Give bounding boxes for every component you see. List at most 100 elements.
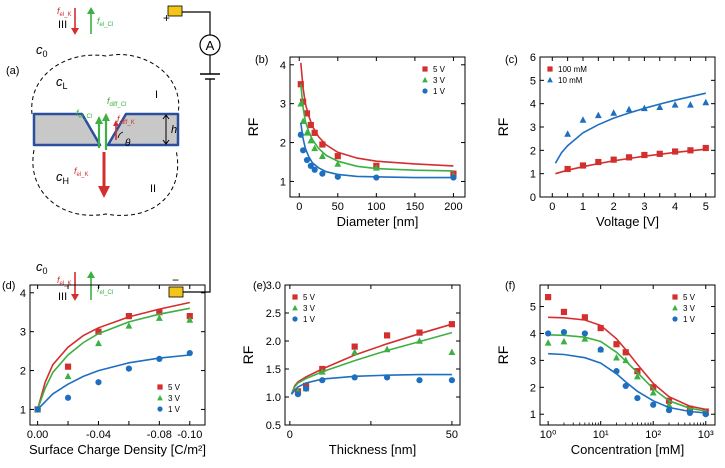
ammeter-label: A	[206, 38, 215, 53]
data-point	[319, 377, 326, 384]
x-tick-label: 10⁰	[540, 429, 557, 441]
x-tick-label: 10¹	[593, 429, 609, 441]
data-point	[634, 368, 641, 375]
label-el-K-bottom: fel_K	[57, 275, 72, 287]
data-point	[383, 332, 391, 339]
label-diff-Cl: fdiff_Cl	[107, 96, 126, 108]
data-point	[641, 151, 648, 159]
data-point	[156, 309, 163, 316]
bottom-electrode	[168, 286, 184, 298]
data-point	[334, 173, 341, 180]
data-point	[544, 339, 552, 346]
y-tick-label: 5	[530, 75, 536, 87]
data-point	[622, 356, 630, 364]
data-point	[610, 109, 618, 116]
data-point	[351, 343, 358, 350]
panel-a-label: (a)	[6, 65, 19, 77]
data-point	[702, 411, 709, 418]
data-point	[581, 335, 589, 342]
x-tick-label: -0.08	[147, 429, 172, 441]
y-tick-label: 1	[280, 176, 286, 188]
legend-marker	[672, 304, 678, 311]
x-tick-label: 150	[406, 201, 424, 213]
y-tick-label: 2	[20, 366, 26, 378]
x-tick-label: 3	[641, 201, 647, 213]
data-point	[656, 150, 663, 157]
x-tick-label: 4	[672, 201, 678, 213]
label-diff-K: fdiff_K	[117, 114, 135, 126]
data-point	[416, 337, 423, 344]
x-tick-label: -0.04	[86, 429, 111, 441]
y-tick-label: 1	[530, 169, 536, 181]
data-point	[318, 152, 326, 159]
circuit-wire-top	[170, 11, 211, 35]
chart-panel-e: (e) 0 50 0.5 1.0 1.5 2.0 2.5 3.0 Thickness [nm] RF…	[240, 280, 461, 457]
chart-panel-c: (c) 0 1 2 3 4 5 0 1 2 3 4 5 6 Voltage [V] RF 100 mM 10 mM	[495, 52, 716, 229]
minus-label: −	[172, 273, 179, 287]
nanopore-schematic: A + − (a) III III I II c0 c0 cL cH h θ	[6, 5, 221, 303]
c0-top-label: c0	[36, 42, 48, 59]
data-point	[125, 313, 133, 320]
fit-curve	[300, 62, 454, 167]
data-point	[186, 313, 193, 320]
y-tick-label: 3	[20, 327, 26, 339]
legend-marker	[672, 294, 678, 300]
x-axis-label: Surface Charge Density [C/m²]	[29, 442, 206, 457]
data-point	[334, 153, 341, 160]
legend-marker	[292, 294, 298, 300]
data-point	[319, 141, 326, 148]
legend-marker	[672, 316, 678, 322]
fit-curve	[555, 148, 706, 175]
x-tick-label: 1	[580, 201, 586, 213]
fit-curve	[554, 92, 706, 164]
y-axis-label: RF	[0, 346, 1, 365]
data-point	[665, 407, 673, 414]
y-tick-label: 2	[530, 145, 536, 157]
x-axis-label: Voltage [V]	[596, 214, 659, 229]
legend-label: 3 V	[303, 304, 316, 313]
data-point	[622, 349, 629, 356]
x-tick-label: 100	[367, 201, 385, 213]
data-point	[560, 308, 568, 316]
data-point	[34, 406, 41, 413]
data-point	[303, 129, 311, 136]
legend-label: 3 V	[168, 394, 181, 403]
data-point	[373, 174, 380, 181]
region-I-boundary	[31, 54, 180, 115]
circuit-wire-bottom	[183, 79, 211, 293]
arrow-head-el-K-pore	[98, 186, 110, 198]
data-point	[579, 162, 587, 169]
arrow-head-el-Cl-pore	[95, 116, 103, 124]
data-point	[640, 104, 648, 112]
data-point	[125, 365, 133, 372]
arrow-head-el-Cl-bottom	[87, 271, 95, 278]
data-point	[95, 328, 102, 335]
y-axis-label: RF	[240, 346, 256, 365]
data-point	[383, 345, 391, 353]
axes-frame	[289, 56, 466, 198]
data-point	[650, 384, 657, 391]
y-tick-label: 2	[280, 138, 286, 150]
data-point	[594, 111, 602, 119]
arrow-head-el-Cl-top	[87, 7, 95, 14]
data-point	[450, 174, 457, 181]
y-tick-label: 3	[530, 122, 536, 134]
x-tick-label: 0	[287, 429, 293, 441]
x-axis-label: Concentration [mM]	[571, 442, 684, 457]
y-tick-label: 6	[530, 52, 536, 64]
legend-marker	[157, 406, 163, 412]
data-point	[613, 341, 620, 348]
data-point	[634, 394, 641, 402]
data-point	[294, 391, 302, 398]
data-point	[613, 353, 620, 361]
panel-label: (e)	[253, 280, 266, 292]
x-tick-label: 10³	[698, 429, 714, 441]
fit-curve	[300, 84, 454, 172]
data-point	[95, 379, 102, 386]
data-point	[633, 372, 641, 380]
fit-curve	[548, 316, 706, 411]
legend-label: 3 V	[433, 76, 446, 85]
y-axis-label: RF	[495, 118, 511, 137]
x-tick-label: 50	[332, 201, 344, 213]
data-point	[671, 148, 679, 155]
